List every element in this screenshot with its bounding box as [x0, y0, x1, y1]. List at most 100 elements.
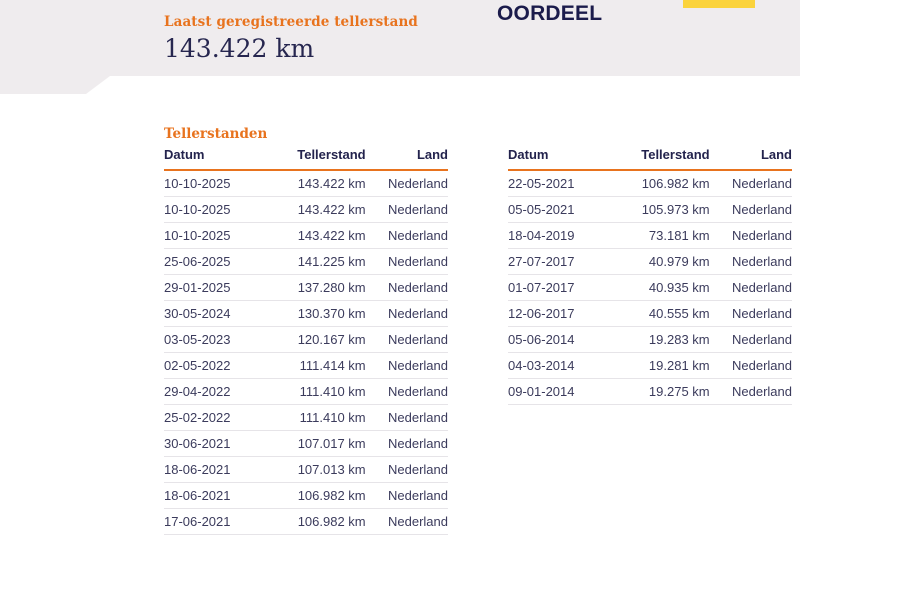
cell-tellerstand: 143.422 km [271, 196, 366, 223]
cell-datum: 09-01-2014 [508, 378, 616, 405]
table-row: 25-02-2022 111.410 km Nederland [164, 404, 448, 431]
cell-land: Nederland [365, 196, 448, 223]
cell-land: Nederland [709, 274, 792, 301]
cell-datum: 25-06-2025 [164, 248, 272, 275]
table-head: Datum Tellerstand Land [164, 147, 448, 171]
cell-tellerstand: 40.979 km [615, 248, 710, 275]
cell-land: Nederland [709, 378, 792, 405]
table-row: 22-05-2021 106.982 km Nederland [508, 170, 792, 197]
cell-tellerstand: 19.281 km [615, 352, 710, 379]
cell-land: Nederland [709, 222, 792, 249]
cell-tellerstand: 107.017 km [271, 430, 366, 457]
summary-panel-angled-tail [0, 76, 110, 94]
cell-tellerstand: 143.422 km [271, 222, 366, 249]
cell-land: Nederland [709, 326, 792, 353]
cell-land: Nederland [365, 170, 448, 197]
cell-land: Nederland [709, 196, 792, 223]
cell-tellerstand: 130.370 km [271, 300, 366, 327]
verdict-heading: LOGISCH OORDEEL [497, 0, 697, 26]
table-header-row: Datum Tellerstand Land [508, 147, 792, 171]
cell-datum: 10-10-2025 [164, 222, 272, 249]
cell-tellerstand: 73.181 km [615, 222, 710, 249]
meter-readings-title: Tellerstanden [164, 126, 268, 142]
cell-datum: 29-04-2022 [164, 378, 272, 405]
last-registered-odometer-value: 143.422 km [164, 34, 315, 64]
cell-tellerstand: 137.280 km [271, 274, 366, 301]
cell-datum: 17-06-2021 [164, 508, 272, 535]
cell-datum: 12-06-2017 [508, 300, 616, 327]
table-row: 02-05-2022 111.414 km Nederland [164, 352, 448, 379]
cell-tellerstand: 111.410 km [271, 404, 366, 431]
table-body-right: 22-05-2021 106.982 km Nederland 05-05-2021 1… [508, 170, 792, 405]
table-row: 27-07-2017 40.979 km Nederland [508, 248, 792, 275]
cell-land: Nederland [365, 300, 448, 327]
cell-land: Nederland [365, 508, 448, 535]
column-header-tellerstand: Tellerstand [271, 147, 366, 171]
cell-datum: 03-05-2023 [164, 326, 272, 353]
cell-tellerstand: 19.283 km [615, 326, 710, 353]
cell-datum: 30-06-2021 [164, 430, 272, 457]
verdict-heading-line-1: LOGISCH [497, 0, 697, 2]
table-body-left: 10-10-2025 143.422 km Nederland 10-10-2025 1… [164, 170, 448, 535]
table-row: 05-06-2014 19.283 km Nederland [508, 326, 792, 353]
cell-land: Nederland [365, 274, 448, 301]
cell-datum: 29-01-2025 [164, 274, 272, 301]
cell-datum: 04-03-2014 [508, 352, 616, 379]
column-header-tellerstand: Tellerstand [615, 147, 710, 171]
last-registered-odometer: Laatst geregistreerde tellerstand 143.42… [164, 14, 484, 64]
cell-tellerstand: 105.973 km [615, 196, 710, 223]
cell-land: Nederland [709, 248, 792, 275]
cell-tellerstand: 106.982 km [271, 482, 366, 509]
cell-datum: 25-02-2022 [164, 404, 272, 431]
cell-tellerstand: 111.414 km [271, 352, 366, 379]
table-row: 18-06-2021 106.982 km Nederland [164, 482, 448, 509]
cell-land: Nederland [365, 326, 448, 353]
cell-datum: 22-05-2021 [508, 170, 616, 197]
cell-land: Nederland [365, 430, 448, 457]
cell-datum: 02-05-2022 [164, 352, 272, 379]
cell-land: Nederland [709, 170, 792, 197]
cell-land: Nederland [365, 404, 448, 431]
column-header-datum: Datum [164, 147, 272, 171]
table-row: 10-10-2025 143.422 km Nederland [164, 196, 448, 223]
cell-datum: 18-04-2019 [508, 222, 616, 249]
cell-datum: 01-07-2017 [508, 274, 616, 301]
verdict-status-badge [683, 0, 755, 8]
table-row: 29-01-2025 137.280 km Nederland [164, 274, 448, 301]
table-row: 09-01-2014 19.275 km Nederland [508, 378, 792, 405]
table-row: 03-05-2023 120.167 km Nederland [164, 326, 448, 353]
cell-land: Nederland [365, 222, 448, 249]
cell-datum: 18-06-2021 [164, 482, 272, 509]
table-row: 18-04-2019 73.181 km Nederland [508, 222, 792, 249]
cell-land: Nederland [365, 378, 448, 405]
table-row: 05-05-2021 105.973 km Nederland [508, 196, 792, 223]
table-row: 29-04-2022 111.410 km Nederland [164, 378, 448, 405]
table-head: Datum Tellerstand Land [508, 147, 792, 171]
table-row: 01-07-2017 40.935 km Nederland [508, 274, 792, 301]
table-row: 30-06-2021 107.017 km Nederland [164, 430, 448, 457]
cell-datum: 18-06-2021 [164, 456, 272, 483]
cell-land: Nederland [365, 482, 448, 509]
cell-tellerstand: 141.225 km [271, 248, 366, 275]
cell-land: Nederland [709, 300, 792, 327]
column-header-land: Land [365, 147, 448, 171]
cell-tellerstand: 40.935 km [615, 274, 710, 301]
cell-land: Nederland [365, 248, 448, 275]
cell-datum: 30-05-2024 [164, 300, 272, 327]
table-row: 17-06-2021 106.982 km Nederland [164, 508, 448, 535]
table-row: 04-03-2014 19.281 km Nederland [508, 352, 792, 379]
verdict-heading-line-2: OORDEEL [497, 2, 603, 25]
cell-tellerstand: 106.982 km [271, 508, 366, 535]
last-registered-odometer-label: Laatst geregistreerde tellerstand [164, 14, 418, 30]
cell-land: Nederland [365, 456, 448, 483]
table-row: 10-10-2025 143.422 km Nederland [164, 222, 448, 249]
meter-readings-table-left: Datum Tellerstand Land 10-10-2025 143.422… [164, 147, 448, 535]
cell-datum: 10-10-2025 [164, 196, 272, 223]
table-row: 12-06-2017 40.555 km Nederland [508, 300, 792, 327]
cell-datum: 05-06-2014 [508, 326, 616, 353]
cell-tellerstand: 120.167 km [271, 326, 366, 353]
cell-tellerstand: 107.013 km [271, 456, 366, 483]
cell-datum: 27-07-2017 [508, 248, 616, 275]
cell-tellerstand: 111.410 km [271, 378, 366, 405]
column-header-land: Land [709, 147, 792, 171]
